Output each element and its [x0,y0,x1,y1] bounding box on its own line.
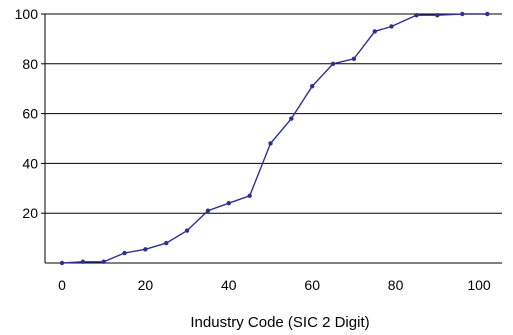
y-tick-label-40: 40 [22,155,38,171]
data-point [351,56,357,62]
data-point [389,24,394,29]
y-tick-label-20: 20 [22,205,38,221]
x-tick-label-100: 100 [467,277,491,293]
data-point [205,208,211,213]
data-point [330,61,336,66]
x-tick-label-80: 80 [388,277,404,293]
series-line-0 [61,13,488,264]
data-point [122,250,127,256]
data-point [310,84,315,89]
x-axis-label: Industry Code (SIC 2 Digit) [190,314,369,331]
data-point [460,11,465,17]
data-point [226,201,231,206]
data-point [80,259,86,264]
data-point [101,259,106,264]
x-tick-label-0: 0 [58,277,66,293]
axes [41,13,502,264]
data-point [247,193,252,198]
data-point [372,29,377,34]
x-tick-label-60: 60 [304,277,320,293]
data-point [268,141,273,146]
data-point [184,228,190,233]
data-point [435,13,440,18]
gridlines [45,13,502,214]
y-tick-label-80: 80 [22,56,38,72]
y-tick-label-100: 100 [15,6,39,22]
x-tick-label-40: 40 [221,277,237,293]
x-tick-label-20: 20 [138,277,154,293]
data-point [485,11,490,17]
data-point [143,247,148,252]
data-point [59,260,65,266]
series-group [59,11,490,266]
data-point [414,13,419,18]
tick-labels: 20 40 60 80 100 0 20 40 60 80 100 [15,6,491,293]
data-point [289,116,294,121]
data-point [164,240,169,246]
y-tick-label-60: 60 [22,106,38,122]
